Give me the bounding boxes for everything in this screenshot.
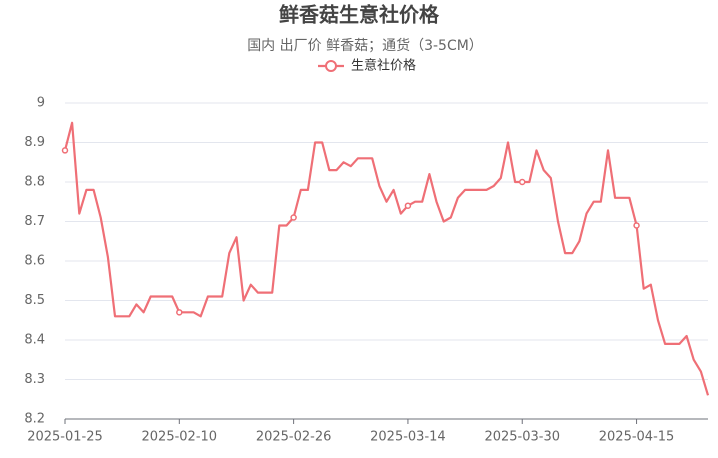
x-tick-label: 2025-03-14 [370,430,446,445]
x-tick-label: 2025-02-26 [256,430,332,445]
y-tick-label: 8.4 [24,333,45,348]
point-marker [61,147,69,154]
y-tick-label: 8.8 [24,175,45,190]
point-marker [290,214,297,221]
y-tick-label: 8.2 [24,412,45,427]
y-tick-label: 8.5 [24,293,45,308]
point-marker [176,309,183,316]
y-tick-label: 8.3 [24,372,45,387]
point-marker [518,178,526,186]
x-tick-label: 2025-02-10 [142,430,218,445]
y-tick-label: 8.6 [24,254,45,269]
x-tick-label: 2025-04-15 [599,430,675,445]
legend-marker [325,60,337,72]
y-tick-label: 9 [37,96,45,111]
x-tick-label: 2025-03-30 [484,430,560,445]
series-line [63,121,710,396]
y-tick-label: 8.9 [24,135,45,150]
chart-subtitle: 国内 出厂价 鲜香菇；通货（3-5CM） [247,37,483,54]
point-marker [404,202,412,209]
x-tick-label: 2025-01-25 [27,430,103,445]
y-tick-label: 8.7 [24,214,45,229]
point-marker [633,222,640,229]
chart-title: 鲜香菇生意社价格 [279,3,440,27]
legend-label: 生意社价格 [351,58,416,74]
